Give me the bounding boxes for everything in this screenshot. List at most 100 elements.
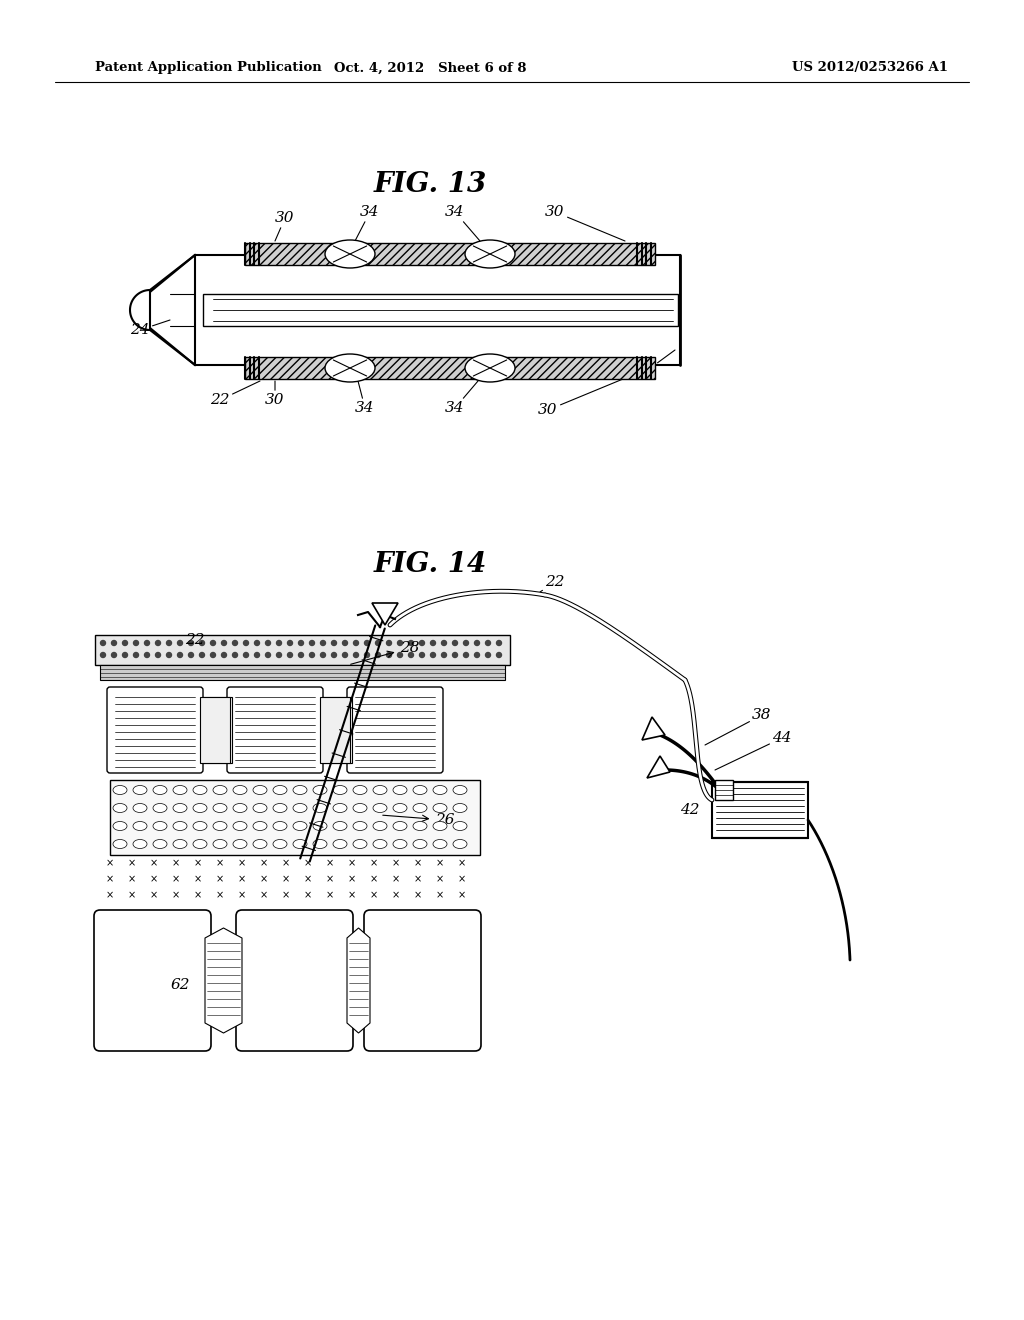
Text: 26: 26 xyxy=(383,813,455,828)
Ellipse shape xyxy=(253,821,267,830)
Circle shape xyxy=(276,652,282,657)
Circle shape xyxy=(188,640,194,645)
Text: ×: × xyxy=(282,874,290,884)
Ellipse shape xyxy=(253,840,267,849)
Ellipse shape xyxy=(213,840,227,849)
Ellipse shape xyxy=(433,785,447,795)
Ellipse shape xyxy=(173,785,187,795)
Circle shape xyxy=(100,652,105,657)
Ellipse shape xyxy=(213,785,227,795)
Ellipse shape xyxy=(153,821,167,830)
Text: 30: 30 xyxy=(539,379,623,417)
Circle shape xyxy=(156,640,161,645)
Text: Patent Application Publication: Patent Application Publication xyxy=(95,62,322,74)
Text: ×: × xyxy=(172,858,180,869)
Ellipse shape xyxy=(373,785,387,795)
Circle shape xyxy=(123,652,128,657)
Text: ×: × xyxy=(370,858,378,869)
Circle shape xyxy=(255,652,259,657)
Circle shape xyxy=(177,652,182,657)
Circle shape xyxy=(342,652,347,657)
Ellipse shape xyxy=(353,840,367,849)
Bar xyxy=(245,356,655,379)
Ellipse shape xyxy=(273,804,287,813)
Text: ×: × xyxy=(150,874,158,884)
Ellipse shape xyxy=(153,840,167,849)
Ellipse shape xyxy=(333,804,347,813)
Text: ×: × xyxy=(105,890,114,900)
Ellipse shape xyxy=(313,840,327,849)
Bar xyxy=(200,697,230,763)
Ellipse shape xyxy=(325,240,375,268)
Ellipse shape xyxy=(193,785,207,795)
Circle shape xyxy=(177,640,182,645)
Ellipse shape xyxy=(413,840,427,849)
Text: 34: 34 xyxy=(355,205,380,242)
Ellipse shape xyxy=(153,804,167,813)
Circle shape xyxy=(497,640,502,645)
Text: 34: 34 xyxy=(445,205,480,242)
Circle shape xyxy=(133,652,138,657)
Circle shape xyxy=(397,652,402,657)
Ellipse shape xyxy=(193,840,207,849)
Ellipse shape xyxy=(133,785,147,795)
Circle shape xyxy=(265,652,270,657)
Text: ×: × xyxy=(370,874,378,884)
Circle shape xyxy=(342,640,347,645)
Ellipse shape xyxy=(173,840,187,849)
Text: 22: 22 xyxy=(210,381,260,407)
Circle shape xyxy=(321,640,326,645)
Text: 30: 30 xyxy=(545,205,625,242)
Bar xyxy=(712,781,808,838)
Ellipse shape xyxy=(153,785,167,795)
Bar xyxy=(110,780,480,855)
Ellipse shape xyxy=(133,840,147,849)
Text: ×: × xyxy=(326,858,334,869)
Text: 22: 22 xyxy=(185,634,205,647)
Text: Oct. 4, 2012   Sheet 6 of 8: Oct. 4, 2012 Sheet 6 of 8 xyxy=(334,62,526,74)
Circle shape xyxy=(123,640,128,645)
Circle shape xyxy=(309,652,314,657)
Text: ×: × xyxy=(304,874,312,884)
Circle shape xyxy=(244,652,249,657)
Circle shape xyxy=(464,652,469,657)
Ellipse shape xyxy=(413,785,427,795)
Circle shape xyxy=(144,640,150,645)
Text: 30: 30 xyxy=(265,381,285,407)
Circle shape xyxy=(221,652,226,657)
Ellipse shape xyxy=(413,821,427,830)
Bar xyxy=(202,697,232,763)
Circle shape xyxy=(376,652,381,657)
Ellipse shape xyxy=(465,354,515,381)
Circle shape xyxy=(420,652,425,657)
Text: ×: × xyxy=(238,874,246,884)
Ellipse shape xyxy=(373,840,387,849)
Ellipse shape xyxy=(233,821,247,830)
Circle shape xyxy=(485,640,490,645)
Text: ×: × xyxy=(436,890,444,900)
Polygon shape xyxy=(205,928,242,1034)
Ellipse shape xyxy=(453,785,467,795)
Ellipse shape xyxy=(373,804,387,813)
Text: US 2012/0253266 A1: US 2012/0253266 A1 xyxy=(792,62,948,74)
Ellipse shape xyxy=(353,804,367,813)
Ellipse shape xyxy=(353,821,367,830)
Text: 24: 24 xyxy=(130,319,170,337)
Circle shape xyxy=(453,652,458,657)
Bar xyxy=(100,665,505,680)
Circle shape xyxy=(386,652,391,657)
Ellipse shape xyxy=(333,840,347,849)
Text: ×: × xyxy=(326,874,334,884)
Text: ×: × xyxy=(260,874,268,884)
Circle shape xyxy=(112,640,117,645)
Ellipse shape xyxy=(293,804,307,813)
Text: 34: 34 xyxy=(445,381,478,414)
Ellipse shape xyxy=(393,840,407,849)
Text: ×: × xyxy=(260,858,268,869)
Circle shape xyxy=(265,640,270,645)
Text: ×: × xyxy=(194,890,202,900)
Circle shape xyxy=(232,640,238,645)
Text: 30: 30 xyxy=(275,211,295,242)
Circle shape xyxy=(133,640,138,645)
Circle shape xyxy=(167,640,171,645)
